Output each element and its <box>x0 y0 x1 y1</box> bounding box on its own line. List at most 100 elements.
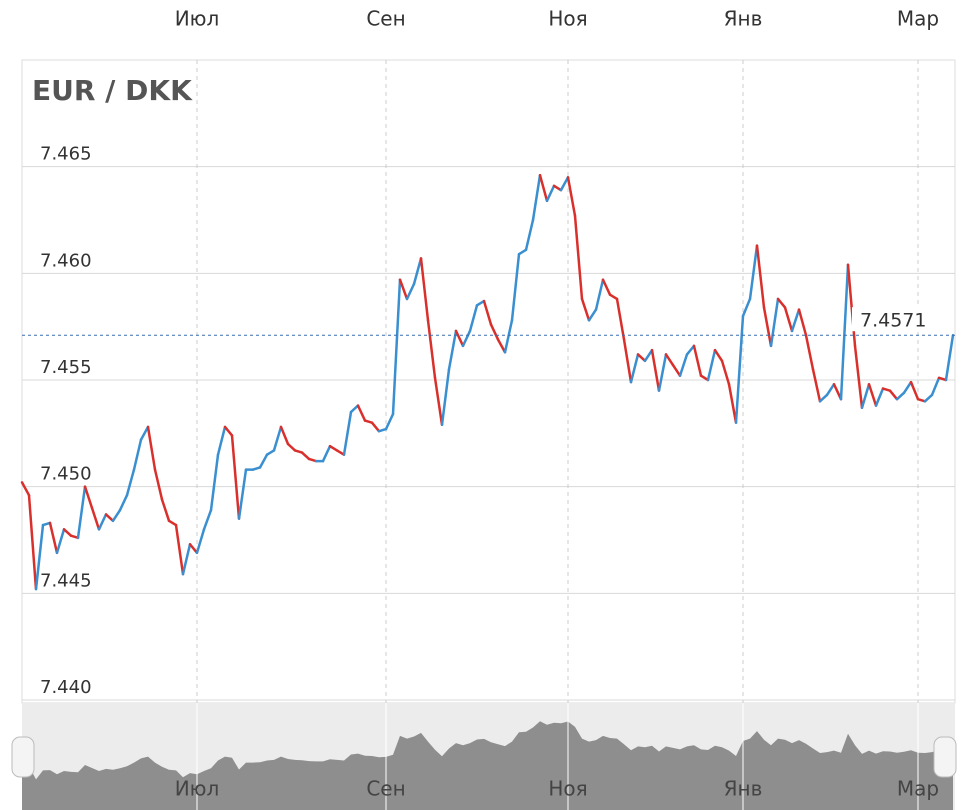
line-segment <box>321 444 332 463</box>
line-segment <box>405 282 416 301</box>
line-segment <box>594 278 605 311</box>
y-tick-label: 7.460 <box>40 250 92 271</box>
line-segment <box>160 498 171 523</box>
navigator-label: Янв <box>724 777 763 801</box>
line-segment <box>111 508 122 523</box>
line-segment <box>97 513 108 531</box>
line-segment <box>573 214 584 301</box>
line-segment <box>279 425 290 446</box>
line-segment <box>335 449 346 456</box>
x-tick-label: Сен <box>366 7 405 31</box>
line-segment <box>741 297 752 318</box>
x-tick-label: Июл <box>175 7 220 31</box>
line-segment <box>657 353 668 392</box>
y-tick-label: 7.445 <box>40 570 92 591</box>
line-segment <box>55 528 66 555</box>
y-tick-label: 7.455 <box>40 357 92 378</box>
line-segment <box>209 453 220 512</box>
line-segment <box>545 184 556 203</box>
line-segment <box>489 323 500 341</box>
line-segment <box>328 444 339 452</box>
line-segment <box>643 348 654 363</box>
line-segment <box>146 425 157 471</box>
line-segment <box>797 308 808 337</box>
line-segment <box>699 374 710 382</box>
line-segment <box>580 297 591 322</box>
line-segment <box>20 481 31 497</box>
line-segment <box>419 257 430 322</box>
line-segment <box>552 184 563 192</box>
line-segment <box>587 308 598 322</box>
y-tick-label: 7.440 <box>40 677 92 698</box>
line-segment <box>461 329 472 348</box>
line-segment <box>832 383 843 401</box>
line-segment <box>734 314 745 424</box>
line-segment <box>62 528 73 537</box>
line-segment <box>132 438 143 471</box>
line-segment <box>503 319 514 354</box>
y-tick-label: 7.450 <box>40 464 92 485</box>
line-segment <box>671 363 682 377</box>
line-segment <box>895 391 906 401</box>
line-segment <box>398 278 409 301</box>
line-segment <box>482 299 493 326</box>
line-segment <box>769 297 780 348</box>
line-segment <box>762 306 773 348</box>
line-segment <box>636 353 647 363</box>
navigator-handle-left[interactable] <box>11 736 35 778</box>
line-segment <box>538 173 549 203</box>
line-segment <box>265 449 276 456</box>
line-segment <box>27 493 38 591</box>
line-segment <box>300 451 311 461</box>
line-segment <box>384 412 395 431</box>
line-segment <box>195 528 206 555</box>
line-segment <box>510 252 521 322</box>
line-segment <box>650 348 661 392</box>
line-segment <box>818 393 829 403</box>
line-segment <box>447 329 458 371</box>
line-segment <box>825 383 836 397</box>
line-segment <box>342 410 353 456</box>
line-segment <box>783 306 794 333</box>
line-segment <box>34 523 45 591</box>
line-segment <box>391 278 402 416</box>
line-segment <box>909 380 920 401</box>
line-segment <box>902 380 913 395</box>
line-segment <box>153 468 164 501</box>
last-value-bg <box>852 307 940 332</box>
line-segment <box>727 383 738 424</box>
chart-title: EUR / DKK <box>32 74 193 107</box>
navigator-handle-right[interactable] <box>933 736 957 778</box>
line-segment <box>216 425 227 456</box>
line-segment <box>720 359 731 386</box>
line-segment <box>713 348 724 363</box>
navigator-label: Июл <box>175 777 220 801</box>
line-segment <box>559 176 570 192</box>
line-segment <box>930 376 941 397</box>
line-segment <box>258 453 269 469</box>
line-segment <box>174 523 185 576</box>
line-segment <box>118 493 129 512</box>
navigator-label: Ноя <box>548 777 587 801</box>
line-segment <box>790 308 801 333</box>
line-segment <box>230 434 241 520</box>
line-segment <box>776 297 787 309</box>
line-segment <box>440 368 451 427</box>
line-segment <box>748 244 759 301</box>
line-segment <box>356 404 367 422</box>
line-segment <box>76 485 87 540</box>
line-segment <box>83 485 94 510</box>
line-segment <box>923 393 934 403</box>
line-segment <box>188 543 199 555</box>
line-segment <box>846 263 857 348</box>
line-segment <box>524 218 535 252</box>
line-segment <box>601 278 612 296</box>
line-segment <box>104 513 115 523</box>
navigator-series <box>22 721 953 810</box>
line-segment <box>608 293 619 301</box>
line-segment <box>531 173 542 222</box>
line-segment <box>839 263 850 401</box>
line-segment <box>678 353 689 377</box>
line-segment <box>706 348 717 382</box>
